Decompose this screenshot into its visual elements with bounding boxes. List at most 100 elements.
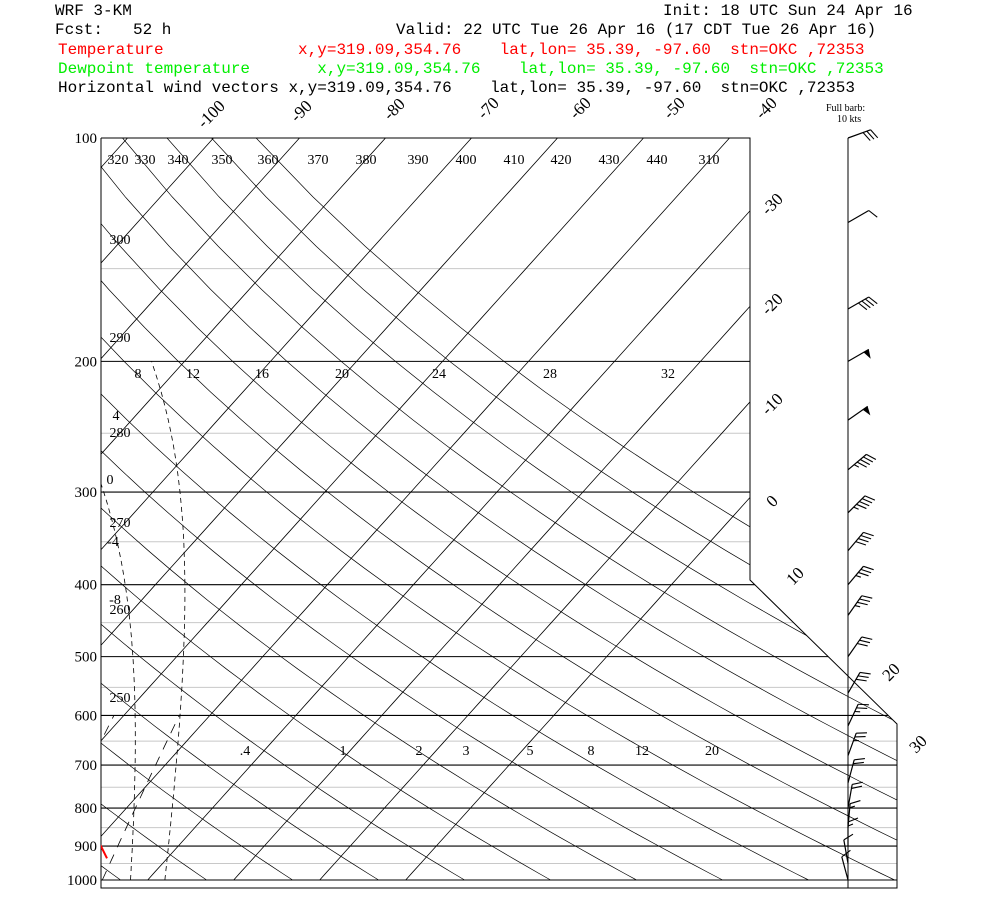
wind-barb-shape (841, 849, 851, 881)
wind-barb-shape (847, 531, 874, 552)
theta-label: 280 (110, 426, 131, 441)
temperature-legend: Temperature x,y=319.09,354.76 lat,lon= 3… (58, 41, 865, 59)
dry-adiabat (0, 138, 35, 880)
wind-barb (847, 817, 859, 846)
moist-adiabat (0, 361, 27, 880)
isotherm-tick-label: -30 (757, 189, 786, 218)
barb-full (858, 571, 869, 577)
wind-barb (847, 348, 871, 362)
isotherm-line (101, 138, 386, 881)
wind-barb-shape (847, 453, 877, 471)
barb-full (858, 703, 869, 706)
wind-barb (843, 833, 854, 864)
dry-adiabat (255, 138, 897, 881)
barb-shaft (847, 348, 870, 362)
barb-full (852, 781, 863, 786)
barb-half (853, 464, 860, 468)
wind-barb (847, 800, 861, 828)
theta-e-label: 32 (661, 367, 675, 382)
wind-barb-shape (847, 209, 878, 224)
wind-barb-shape (847, 129, 879, 141)
barb-full (863, 456, 874, 463)
dry-adiabat (166, 138, 897, 881)
isotherm-line (101, 138, 128, 881)
barb-full (866, 453, 877, 460)
mixing-ratio-line (0, 715, 64, 880)
wind-barb (847, 495, 876, 514)
barb-shaft (847, 129, 871, 139)
barb-full (847, 817, 859, 823)
theta-label: 350 (212, 153, 233, 168)
barb-full (859, 598, 871, 603)
mixing-ratio-label: 20 (705, 744, 719, 759)
theta-label: 410 (504, 153, 525, 168)
theta-e-label: 28 (543, 367, 557, 382)
barb-full (855, 678, 867, 682)
mixing-ratio-label: 2 (416, 744, 423, 759)
barb-full (863, 531, 874, 537)
isotherm-line (101, 138, 558, 881)
model-title: WRF 3-KM (55, 2, 132, 20)
theta-e-label: 8 (135, 367, 142, 382)
pressure-tick-label: 1000 (67, 873, 97, 889)
theta-label: 340 (168, 153, 189, 168)
barb-full (857, 601, 868, 606)
barb-full (870, 129, 879, 139)
dry-adiabat (101, 138, 551, 881)
isotherm-line (405, 138, 897, 881)
barb-full (862, 132, 871, 141)
barb-full (857, 642, 868, 647)
barb-shaft (847, 405, 869, 421)
mixing-ratio-label: .4 (240, 744, 251, 759)
barb-full (856, 732, 867, 734)
isotherm-tick-label: -20 (757, 289, 786, 318)
isotherm-line (101, 138, 644, 881)
theta-e-label: 20 (335, 367, 349, 382)
diagram-frame (100, 137, 898, 889)
pressure-tick-label: 500 (75, 650, 98, 666)
barb-half (854, 710, 861, 713)
mixing-ratio-line (101, 715, 180, 881)
barb-full (861, 595, 873, 599)
pressure-tick-label: 100 (75, 131, 98, 147)
wind-barb-shape (847, 671, 871, 694)
barb-full (858, 538, 869, 543)
barb-full (861, 636, 873, 640)
wind-barb (847, 636, 873, 657)
pressure-tick-label: 700 (75, 758, 98, 774)
barb-full (855, 541, 867, 546)
pressure-tick-label: 200 (75, 354, 98, 370)
theta-label: 290 (110, 331, 131, 346)
barb-full (863, 565, 874, 571)
barb-shaft (847, 453, 867, 471)
barb-full (861, 498, 873, 504)
theta-label: 440 (647, 153, 668, 168)
barb-half (853, 739, 859, 742)
isotherm-line (319, 138, 897, 881)
barb-full (851, 785, 863, 789)
wind-barb-shape (847, 595, 873, 616)
init-time: Init: 18 UTC Sun 24 Apr 16 (663, 2, 913, 20)
pressure-axis: 100 200 300 400 500 600 700 800 900 1000 (67, 131, 97, 889)
isotherm-line (147, 138, 816, 881)
theta-label: 370 (308, 153, 329, 168)
barb-full (860, 568, 872, 574)
barb-full (859, 459, 871, 466)
pressure-tick-label: 800 (75, 801, 98, 817)
wind-barb (847, 781, 863, 809)
pressure-tick-label: 600 (75, 708, 98, 724)
barb-full (859, 500, 870, 507)
wind-barb (847, 296, 878, 311)
isotherm-tick-label: 0 (762, 491, 781, 510)
wind-barb (841, 849, 851, 881)
isotherm-tick-label: -90 (286, 96, 315, 125)
isotherm-line (233, 138, 897, 881)
dry-adiabat (211, 138, 897, 881)
wind-barb-shape (847, 817, 859, 846)
barb-full (857, 675, 869, 678)
wind-barb (847, 209, 878, 224)
dry-adiabat (101, 138, 897, 881)
barb-half (854, 605, 861, 608)
barb-half (853, 506, 859, 510)
